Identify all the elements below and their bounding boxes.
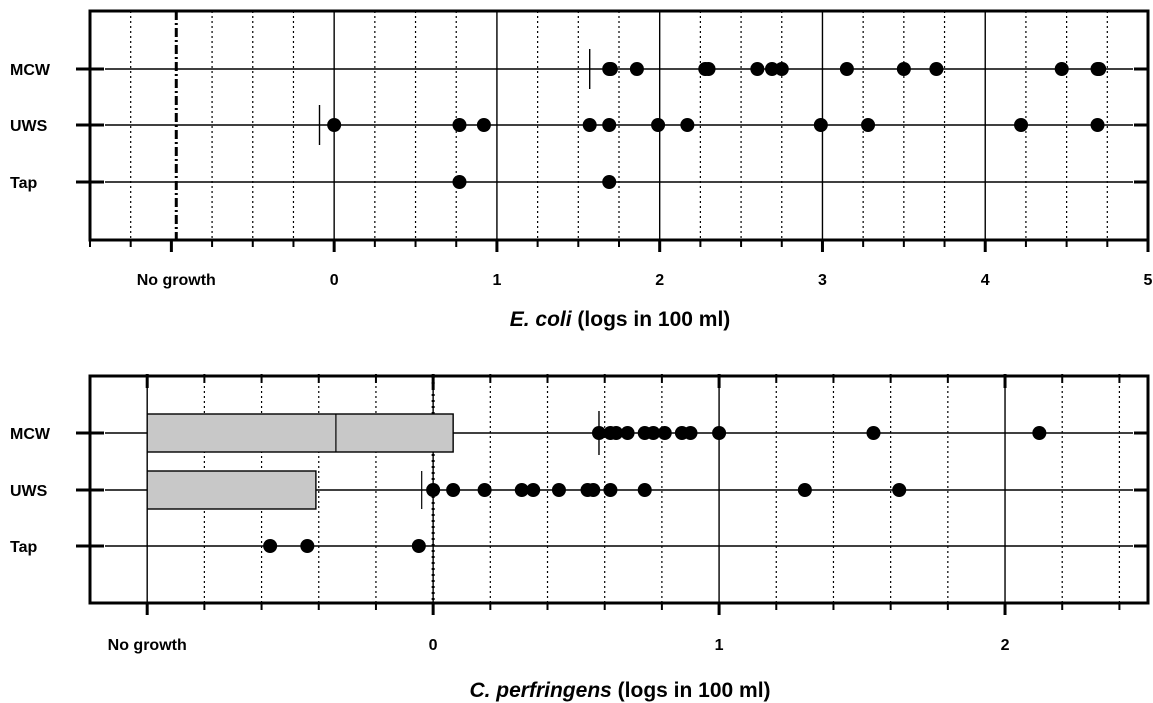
point-uws [477,483,492,497]
point-uws [797,483,812,497]
point-uws [861,118,876,132]
tick-label: 4 [981,272,990,289]
point-tap [263,539,278,553]
category-label-tap: Tap [10,539,37,556]
point-uws [637,483,652,497]
category-label-mcw: MCW [10,426,51,443]
point-tap [602,175,617,189]
tick-label: 1 [715,637,724,654]
box-mcw [146,413,454,453]
point-mcw [1032,426,1047,440]
category-label-mcw: MCW [10,62,51,79]
point-uws [551,483,566,497]
tick-label: 0 [330,272,339,289]
category-label-tap: Tap [10,175,37,192]
point-mcw [683,426,698,440]
point-mcw [896,62,911,76]
category-label-uws: UWS [10,118,48,135]
point-mcw [1092,62,1107,76]
point-mcw [929,62,944,76]
point-tap [411,539,426,553]
tick-label: 1 [492,272,501,289]
point-uws [680,118,695,132]
point-mcw [603,62,618,76]
point-uws [526,483,541,497]
tick-label: 0 [429,637,438,654]
point-uws [327,118,342,132]
tick-label: 3 [818,272,827,289]
point-uws [426,483,441,497]
point-uws [514,483,529,497]
ecoli-panel: MCW UWS Tap No growth 0 1 2 3 4 5 E. coli (logs in… [10,9,1153,331]
point-uws [603,483,618,497]
box-uws [146,470,317,510]
x-axis-title: C. perfringens (logs in 100 ml) [469,679,770,702]
point-mcw [629,62,644,76]
point-mcw [839,62,854,76]
point-mcw [620,426,635,440]
point-uws [602,118,617,132]
point-mcw [591,426,606,440]
point-tap [300,539,315,553]
point-uws [446,483,461,497]
point-mcw [765,62,780,76]
point-mcw [609,426,624,440]
point-uws [452,118,467,132]
point-mcw [774,62,789,76]
point-mcw [646,426,661,440]
point-mcw [866,426,881,440]
tick-label: No growth [137,272,216,289]
tick-label: 5 [1144,272,1153,289]
tick-label: No growth [108,637,187,654]
point-mcw [1054,62,1069,76]
point-mcw [701,62,716,76]
point-uws [813,118,828,132]
cperfringens-panel: MCW UWS Tap No growth 0 1 2 C. perfringens (log… [10,374,1150,702]
point-uws [651,118,666,132]
point-uws [586,483,601,497]
x-axis-title: E. coli (logs in 100 ml) [510,308,731,331]
tick-label: 2 [655,272,664,289]
point-tap [452,175,467,189]
point-mcw [750,62,765,76]
point-uws [892,483,907,497]
tick-label: 2 [1001,637,1010,654]
point-uws [476,118,491,132]
plot-frame [88,374,1150,605]
point-uws [582,118,597,132]
point-uws [1014,118,1029,132]
point-uws [1090,118,1105,132]
point-mcw [657,426,672,440]
category-label-uws: UWS [10,483,48,500]
point-mcw [712,426,727,440]
